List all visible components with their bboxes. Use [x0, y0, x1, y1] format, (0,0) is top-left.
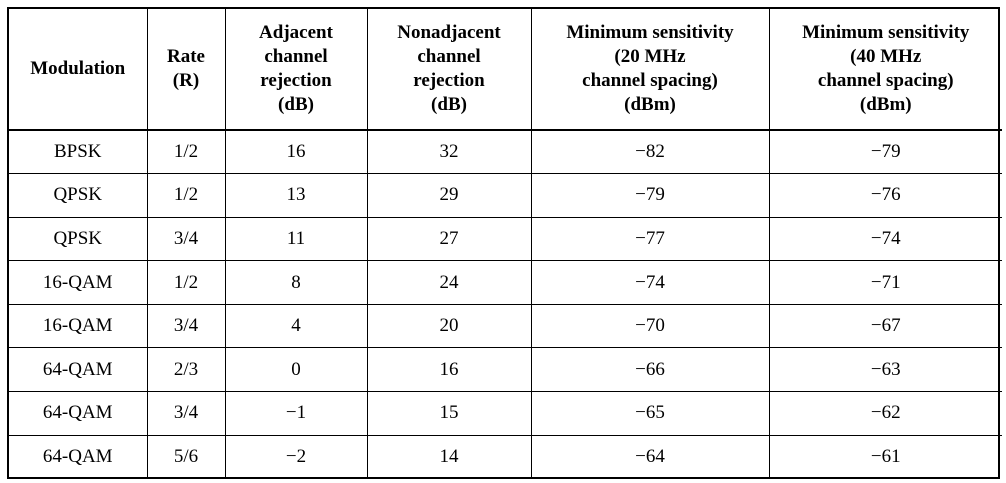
cell-nonadjacent-rejection: 32 — [366, 129, 532, 175]
cell-min-sensitivity-20mhz: −79 — [530, 173, 770, 218]
column-header-line: (dBm) — [624, 94, 676, 115]
cell-nonadjacent-rejection: 29 — [366, 173, 532, 218]
cell-min-sensitivity-40mhz: −79 — [768, 129, 1002, 175]
cell-nonadjacent-rejection: 14 — [366, 434, 532, 479]
cell-min-sensitivity-20mhz: −77 — [530, 216, 770, 262]
table-row: 64-QAM 2/3 0 16 −66 −63 — [9, 347, 1002, 393]
column-header-line: Minimum sensitivity — [566, 22, 734, 43]
column-header-line: (R) — [172, 70, 200, 91]
table-row: QPSK 3/4 11 27 −77 −74 — [9, 216, 1002, 262]
column-header-line: (dB) — [431, 94, 467, 115]
column-header-line: channel — [264, 46, 328, 67]
column-header-line: rejection — [260, 70, 332, 91]
column-header-line: Rate — [167, 46, 205, 67]
receiver-performance-table-container: Modulation Rate (R) Adjacent channel rejectio… — [7, 7, 1002, 479]
cell-modulation: 16-QAM — [9, 303, 148, 349]
cell-nonadjacent-rejection: 15 — [366, 391, 532, 436]
column-header-adjacent-rejection: Adjacent channel rejection (dB) — [224, 9, 368, 131]
table-body: BPSK 1/2 16 32 −82 −79 QPSK 1/2 13 29 −79 −76 QPSK 3/… — [9, 129, 1002, 479]
cell-modulation: 64-QAM — [9, 391, 148, 436]
cell-rate: 1/2 — [146, 129, 226, 175]
column-header-line: Minimum sensitivity — [802, 22, 970, 43]
cell-min-sensitivity-20mhz: −64 — [530, 434, 770, 479]
cell-rate: 3/4 — [146, 216, 226, 262]
cell-adjacent-rejection: −2 — [224, 434, 368, 479]
cell-rate: 5/6 — [146, 434, 226, 479]
cell-min-sensitivity-40mhz: −71 — [768, 260, 1002, 305]
cell-min-sensitivity-20mhz: −70 — [530, 303, 770, 349]
column-header-min-sensitivity-40mhz: Minimum sensitivity (40 MHz channel spacin… — [768, 9, 1002, 131]
cell-modulation: 64-QAM — [9, 434, 148, 479]
table-row: QPSK 1/2 13 29 −79 −76 — [9, 173, 1002, 218]
cell-rate: 3/4 — [146, 391, 226, 436]
column-header-line: Nonadjacent — [397, 22, 501, 43]
cell-adjacent-rejection: 13 — [224, 173, 368, 218]
cell-min-sensitivity-20mhz: −66 — [530, 347, 770, 393]
cell-min-sensitivity-40mhz: −74 — [768, 216, 1002, 262]
table-row: 16-QAM 3/4 4 20 −70 −67 — [9, 303, 1002, 349]
cell-rate: 1/2 — [146, 173, 226, 218]
cell-adjacent-rejection: 16 — [224, 129, 368, 175]
cell-modulation: BPSK — [9, 129, 148, 175]
cell-min-sensitivity-20mhz: −74 — [530, 260, 770, 305]
column-header-line: (40 MHz — [850, 46, 922, 67]
column-header-line: Modulation — [30, 58, 126, 79]
cell-min-sensitivity-20mhz: −82 — [530, 129, 770, 175]
column-header-line: rejection — [413, 70, 485, 91]
cell-modulation: QPSK — [9, 216, 148, 262]
table-row: BPSK 1/2 16 32 −82 −79 — [9, 129, 1002, 175]
cell-min-sensitivity-40mhz: −61 — [768, 434, 1002, 479]
cell-rate: 1/2 — [146, 260, 226, 305]
column-header-line: (dB) — [278, 94, 314, 115]
column-header-modulation: Modulation — [9, 9, 148, 131]
table-row: 16-QAM 1/2 8 24 −74 −71 — [9, 260, 1002, 305]
cell-nonadjacent-rejection: 27 — [366, 216, 532, 262]
cell-min-sensitivity-40mhz: −63 — [768, 347, 1002, 393]
cell-adjacent-rejection: 8 — [224, 260, 368, 305]
cell-rate: 3/4 — [146, 303, 226, 349]
column-header-line: (dBm) — [859, 94, 912, 115]
cell-modulation: 16-QAM — [9, 260, 148, 305]
cell-adjacent-rejection: 11 — [224, 216, 368, 262]
column-header-line: (20 MHz — [614, 46, 686, 67]
cell-min-sensitivity-40mhz: −76 — [768, 173, 1002, 218]
table-row: 64-QAM 5/6 −2 14 −64 −61 — [9, 434, 1002, 479]
cell-min-sensitivity-40mhz: −62 — [768, 391, 1002, 436]
column-header-line: Adjacent — [259, 22, 333, 43]
cell-nonadjacent-rejection: 24 — [366, 260, 532, 305]
cell-min-sensitivity-20mhz: −65 — [530, 391, 770, 436]
receiver-performance-table: Modulation Rate (R) Adjacent channel rejectio… — [9, 9, 1002, 479]
table-row: 64-QAM 3/4 −1 15 −65 −62 — [9, 391, 1002, 436]
column-header-min-sensitivity-20mhz: Minimum sensitivity (20 MHz channel spacin… — [530, 9, 770, 131]
cell-rate: 2/3 — [146, 347, 226, 393]
column-header-line: channel spacing) — [817, 70, 954, 91]
column-header-nonadjacent-rejection: Nonadjacent channel rejection (dB) — [366, 9, 532, 131]
cell-nonadjacent-rejection: 16 — [366, 347, 532, 393]
cell-adjacent-rejection: 0 — [224, 347, 368, 393]
column-header-line: channel spacing) — [582, 70, 718, 91]
cell-adjacent-rejection: −1 — [224, 391, 368, 436]
header-row: Modulation Rate (R) Adjacent channel rejectio… — [9, 9, 1002, 131]
cell-modulation: QPSK — [9, 173, 148, 218]
table-header: Modulation Rate (R) Adjacent channel rejectio… — [9, 9, 1002, 131]
cell-min-sensitivity-40mhz: −67 — [768, 303, 1002, 349]
column-header-line: channel — [417, 46, 481, 67]
cell-nonadjacent-rejection: 20 — [366, 303, 532, 349]
column-header-rate: Rate (R) — [146, 9, 226, 131]
cell-adjacent-rejection: 4 — [224, 303, 368, 349]
cell-modulation: 64-QAM — [9, 347, 148, 393]
